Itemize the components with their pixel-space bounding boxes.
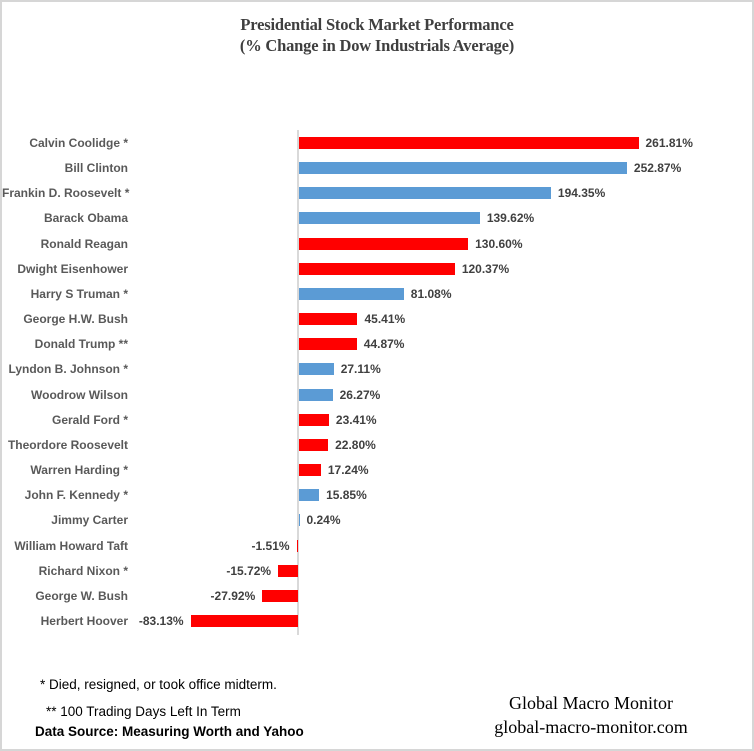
bar-positive [298, 363, 334, 376]
chart-row: Theordore Roosevelt 22.80% [2, 432, 752, 457]
footnote-died-midterm: * Died, resigned, or took office midterm… [40, 677, 277, 692]
category-label: Barack Obama [43, 211, 128, 226]
category-label: Richard Nixon * [38, 563, 128, 578]
chart-row: Richard Nixon * -15.72% [2, 558, 752, 583]
value-label: 27.11% [340, 362, 381, 377]
data-source-note: Data Source: Measuring Worth and Yahoo [35, 724, 304, 739]
bar-positive [298, 287, 404, 300]
category-label: Harry S Truman * [30, 286, 128, 301]
bar-positive [298, 438, 329, 451]
category-label: Donald Trump ** [34, 337, 128, 352]
branding-name: Global Macro Monitor [509, 693, 673, 713]
category-label: Calvin Coolidge * [29, 136, 128, 150]
chart-row: Lyndon B. Johnson * 27.11% [2, 357, 752, 382]
value-label: 17.24% [327, 463, 369, 478]
bar-positive [298, 313, 358, 326]
chart-row: Donald Trump ** 44.87% [2, 332, 752, 357]
value-label: -15.72% [226, 563, 272, 578]
bar-positive [298, 338, 357, 351]
footnote-trading-days: ** 100 Trading Days Left In Term [46, 704, 241, 719]
category-label: Warren Harding * [30, 463, 128, 478]
category-label: Woodrow Wilson [31, 387, 128, 402]
value-label: -27.92% [210, 588, 256, 603]
value-label: 22.80% [335, 437, 376, 452]
value-label: 0.24% [306, 513, 341, 528]
bar-positive [298, 388, 333, 401]
bar-positive [298, 212, 480, 225]
chart-title-line1: Presidential Stock Market Performance [240, 15, 514, 34]
category-label: Dwight Eisenhower [17, 261, 128, 276]
chart-row: Dwight Eisenhower 120.37% [2, 256, 752, 281]
category-label: Herbert Hoover [40, 614, 128, 629]
bar-positive [298, 489, 320, 502]
chart-title-line2: (% Change in Dow Industrials Average) [239, 36, 515, 55]
zero-axis-line [297, 130, 299, 635]
chart-row: Warren Harding * 17.24% [2, 458, 752, 483]
bar-negative [262, 589, 299, 602]
value-label: 26.27% [339, 387, 381, 402]
category-label: Ronald Reagan [40, 236, 128, 251]
value-label: 120.37% [461, 261, 510, 276]
bar-positive [298, 162, 627, 175]
chart-row: George H.W. Bush 45.41% [2, 307, 752, 332]
chart-row: Ronald Reagan 130.60% [2, 231, 752, 256]
value-label: 194.35% [557, 186, 606, 201]
chart-title: Presidential Stock Market Performance (%… [2, 14, 752, 56]
chart-row: Barack Obama 139.62% [2, 206, 752, 231]
chart-row: John F. Kennedy * 15.85% [2, 483, 752, 508]
category-label: John F. Kennedy * [24, 488, 128, 503]
value-label: 130.60% [475, 236, 523, 251]
chart-row: Bill Clinton 252.87% [2, 156, 752, 181]
category-label: George W. Bush [35, 588, 128, 603]
bar-positive [298, 413, 329, 426]
branding-url: global-macro-monitor.com [494, 717, 688, 737]
bar-positive [298, 262, 455, 275]
value-label: 15.85% [326, 488, 367, 503]
value-label: 23.41% [335, 412, 377, 427]
category-label: Theordore Roosevelt [7, 437, 128, 452]
value-label: 81.08% [410, 286, 452, 301]
value-label: 139.62% [486, 211, 535, 226]
category-label: Jimmy Carter [51, 513, 128, 528]
value-label: -83.13% [138, 614, 184, 629]
category-label: Bill Clinton [64, 161, 128, 176]
chart-row: William Howard Taft -1.51% [2, 533, 752, 558]
bar-positive [298, 514, 300, 527]
chart-row: Woodrow Wilson 26.27% [2, 382, 752, 407]
category-label: Gerald Ford * [51, 412, 128, 427]
bar-positive [298, 137, 639, 149]
chart-row: Jimmy Carter 0.24% [2, 508, 752, 533]
value-label: 261.81% [645, 136, 693, 150]
chart-row: Frankin D. Roosevelt * 194.35% [2, 181, 752, 206]
chart-row: George W. Bush -27.92% [2, 583, 752, 608]
category-label: Lyndon B. Johnson * [8, 362, 128, 377]
bar-negative [190, 615, 299, 628]
value-label: 45.41% [364, 312, 406, 327]
chart-row: Calvin Coolidge * 261.81% [2, 131, 752, 156]
category-label: William Howard Taft [14, 538, 128, 553]
category-label: George H.W. Bush [23, 312, 128, 327]
value-label: 44.87% [363, 337, 405, 352]
value-label: -1.51% [251, 538, 290, 553]
bar-positive [298, 187, 551, 200]
bar-positive [298, 237, 469, 250]
chart-row: Harry S Truman * 81.08% [2, 281, 752, 306]
bar-positive [298, 464, 321, 477]
value-label: 252.87% [633, 161, 682, 176]
category-label: Frankin D. Roosevelt * [2, 186, 130, 201]
bar-negative [296, 539, 299, 552]
chart-row: Gerald Ford * 23.41% [2, 407, 752, 432]
bar-negative [278, 564, 299, 577]
branding-block: Global Macro Monitor global-macro-monito… [430, 691, 752, 739]
chart-row: Herbert Hoover -83.13% [2, 609, 752, 634]
